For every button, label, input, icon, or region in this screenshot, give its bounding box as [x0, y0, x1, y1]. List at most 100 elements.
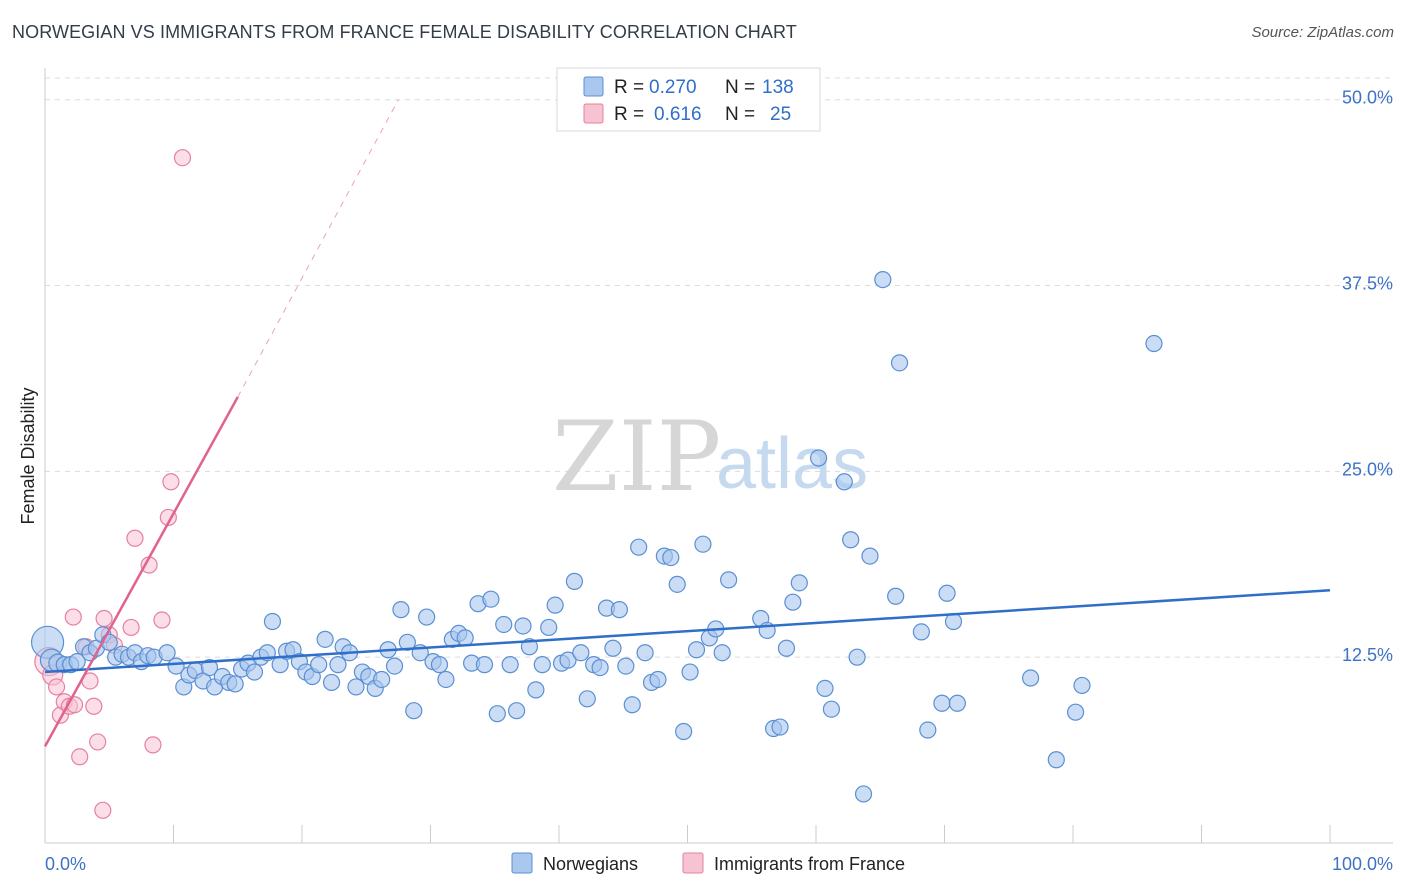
y-tick-label: 12.5%	[1342, 645, 1393, 665]
data-point-norwegians	[322, 673, 341, 692]
chart-title: NORWEGIAN VS IMMIGRANTS FROM FRANCE FEMA…	[12, 22, 797, 42]
data-point-norwegians	[430, 656, 449, 674]
data-point-norwegians	[610, 601, 628, 619]
data-point-norwegians	[890, 354, 909, 372]
data-point-norwegians	[514, 617, 532, 635]
data-point-norwegians	[158, 644, 176, 662]
axes	[44, 68, 1393, 844]
data-point-france	[71, 748, 89, 766]
data-point-norwegians	[456, 629, 474, 647]
data-point-norwegians	[604, 639, 622, 657]
data-point-norwegians	[816, 679, 834, 698]
watermark-zip: ZIP	[552, 401, 721, 513]
trend-lines	[43, 99, 1331, 747]
data-point-norwegians	[392, 601, 410, 619]
data-point-norwegians	[668, 575, 686, 593]
data-point-norwegians	[226, 675, 244, 693]
data-point-norwegians	[842, 531, 860, 549]
data-point-norwegians	[540, 618, 558, 637]
data-point-france	[126, 529, 144, 547]
data-point-norwegians	[1021, 669, 1040, 687]
y-tick-label: 25.0%	[1342, 459, 1393, 479]
legend-swatch-france	[583, 103, 604, 124]
watermark-atlas: atlas	[716, 424, 868, 504]
trend-line-norwegians	[44, 589, 1331, 674]
data-point-norwegians	[790, 574, 808, 592]
data-point-norwegians	[495, 615, 513, 634]
data-point-norwegians	[245, 663, 264, 681]
data-point-norwegians	[405, 702, 423, 720]
data-point-norwegians	[482, 590, 500, 608]
data-point-france	[64, 608, 82, 626]
data-point-norwegians	[1073, 676, 1091, 695]
legend-n-label: N =	[725, 77, 755, 98]
legend-n-value: 25	[770, 104, 791, 125]
source-credit: Source: ZipAtlas.com	[1251, 24, 1394, 41]
data-point-norwegians	[874, 271, 892, 289]
trend-line-france-extension	[237, 99, 399, 398]
data-point-norwegians	[437, 670, 455, 689]
x-tick-label: 0.0%	[45, 854, 86, 874]
data-point-norwegians	[681, 663, 699, 681]
data-point-norwegians	[822, 700, 841, 718]
data-point-norwegians	[919, 721, 937, 739]
data-point-norwegians	[373, 670, 391, 689]
legend-n-label: N =	[725, 104, 755, 125]
data-point-norwegians	[630, 538, 648, 556]
data-point-norwegians	[546, 596, 564, 614]
data-point-norwegians	[329, 656, 347, 674]
data-point-norwegians	[501, 656, 519, 674]
legend-r-value: 0.270	[649, 77, 697, 98]
legend-swatch-norwegians	[583, 76, 604, 97]
data-point-norwegians	[559, 651, 577, 669]
data-point-france	[95, 609, 113, 628]
data-point-norwegians	[520, 638, 539, 656]
data-point-norwegians	[662, 548, 680, 567]
bottom-legend-swatch-norwegians	[511, 852, 533, 874]
series-norwegians-points	[30, 271, 1163, 803]
data-point-france	[162, 473, 180, 491]
legend-r-value: 0.616	[654, 104, 702, 125]
data-point-norwegians	[1145, 334, 1163, 353]
data-point-norwegians	[578, 690, 596, 708]
data-point-norwegians	[861, 547, 879, 565]
data-point-norwegians	[488, 705, 506, 723]
data-point-norwegians	[623, 696, 641, 714]
data-point-norwegians	[527, 681, 545, 699]
data-point-norwegians	[617, 657, 635, 675]
data-point-norwegians	[887, 587, 905, 605]
legend-n-value: 138	[762, 77, 794, 98]
data-point-france	[153, 611, 171, 629]
data-point-norwegians	[649, 670, 667, 689]
data-point-norwegians	[675, 722, 693, 741]
legend-r-label: R =	[614, 77, 644, 98]
data-point-norwegians	[933, 694, 951, 712]
data-point-france	[144, 736, 162, 754]
data-point-france	[94, 801, 112, 819]
data-point-france	[122, 618, 140, 637]
grid-lines	[45, 77, 1393, 658]
bottom-legend-france: Immigrants from France	[714, 854, 905, 874]
data-point-norwegians	[591, 658, 609, 677]
data-point-norwegians	[912, 623, 930, 641]
data-point-norwegians	[694, 535, 712, 553]
data-point-norwegians	[1047, 751, 1065, 769]
data-point-norwegians	[835, 473, 853, 491]
correlation-legend: R = 0.270 N = 138 R = 0.616 N = 25	[556, 67, 821, 132]
data-point-norwegians	[687, 641, 706, 659]
bottom-legend-swatch-france	[682, 852, 704, 874]
data-point-norwegians	[565, 572, 584, 590]
data-point-norwegians	[310, 656, 328, 674]
tick-labels: 12.5% 25.0% 37.5% 50.0% 0.0% 100.0%	[45, 88, 1393, 874]
data-point-norwegians	[200, 658, 219, 677]
data-point-norwegians	[316, 630, 334, 648]
data-point-norwegians	[720, 571, 738, 589]
data-point-norwegians	[533, 656, 551, 674]
data-point-norwegians	[784, 593, 802, 611]
data-point-france	[173, 149, 192, 167]
data-point-norwegians	[809, 449, 828, 467]
y-axis-label: Female Disability	[18, 387, 38, 524]
bottom-legend-norwegians: Norwegians	[543, 854, 638, 874]
x-tick-label: 100.0%	[1332, 854, 1393, 874]
data-point-norwegians	[167, 657, 185, 675]
